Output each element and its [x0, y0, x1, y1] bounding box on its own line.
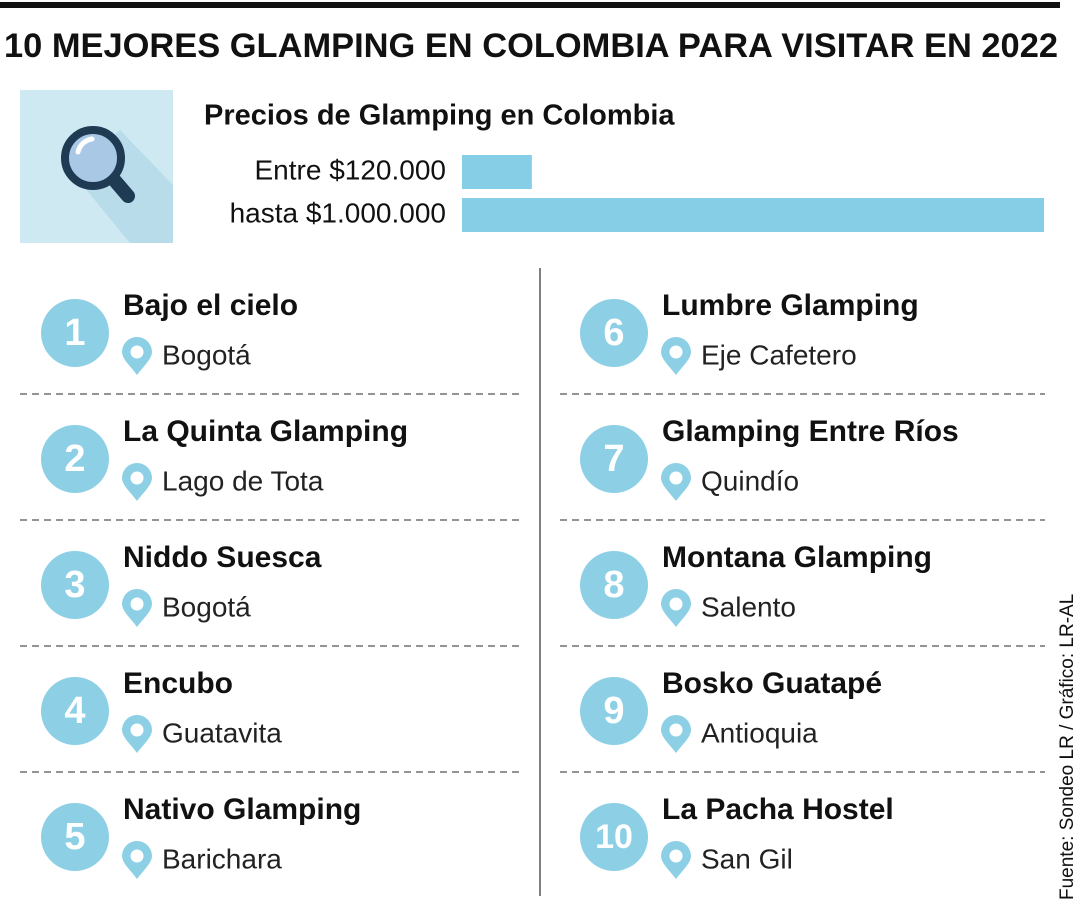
- pin-hole: [130, 597, 144, 611]
- rank-number: 1: [64, 312, 85, 354]
- place-location: Antioquia: [701, 717, 818, 748]
- place-name: La Quinta Glamping: [123, 415, 408, 448]
- top-rule: [0, 2, 1060, 8]
- pin-hole: [130, 723, 144, 737]
- rank-number: 8: [603, 564, 624, 606]
- place-location: Salento: [701, 591, 796, 622]
- rank-badge: [41, 677, 109, 745]
- rank-badge: [580, 551, 648, 619]
- rank-badge: [580, 425, 648, 493]
- pin-hole: [130, 345, 144, 359]
- rank-badge: [580, 299, 648, 367]
- price-label: Entre $120.000: [255, 154, 447, 185]
- place-name: Nativo Glamping: [123, 793, 361, 826]
- rank-badge: [41, 425, 109, 493]
- place-location: Guatavita: [162, 717, 282, 748]
- rank-number: 10: [595, 818, 633, 856]
- pin-hole: [669, 723, 683, 737]
- place-location: Eje Cafetero: [701, 339, 857, 370]
- title: 10 MEJORES GLAMPING EN COLOMBIA PARA VIS…: [4, 27, 1058, 65]
- price-label: hasta $1.000.000: [230, 197, 446, 228]
- rank-number: 9: [603, 690, 624, 732]
- magnifier-icon: [20, 90, 173, 243]
- price-bar: [462, 155, 532, 189]
- source: Fuente: Sondeo LR / Gráfico: LR-AL: [1057, 594, 1078, 900]
- place-name: Encubo: [123, 667, 233, 700]
- place-name: Niddo Suesca: [123, 541, 322, 574]
- pin-hole: [130, 471, 144, 485]
- price-bar: [462, 198, 1044, 232]
- rank-badge: [580, 677, 648, 745]
- pin-hole: [669, 345, 683, 359]
- place-name: Bajo el cielo: [123, 289, 298, 322]
- place-name: La Pacha Hostel: [662, 793, 894, 826]
- place-location: San Gil: [701, 843, 793, 874]
- pin-hole: [669, 597, 683, 611]
- place-location: Bogotá: [162, 591, 251, 622]
- rank-number: 5: [64, 816, 85, 858]
- rank-number: 7: [603, 438, 624, 480]
- rank-number: 4: [64, 690, 85, 732]
- place-name: Bosko Guatapé: [662, 667, 882, 700]
- place-location: Bogotá: [162, 339, 251, 370]
- place-location: Barichara: [162, 843, 282, 874]
- rank-badge: [41, 551, 109, 619]
- rank-badge: [41, 803, 109, 871]
- rank-badge: [580, 803, 648, 871]
- place-location: Quindío: [701, 465, 799, 496]
- rank-number: 3: [64, 564, 85, 606]
- pin-hole: [669, 849, 683, 863]
- rank-number: 2: [64, 438, 85, 480]
- rank-number: 6: [603, 312, 624, 354]
- rank-badge: [41, 299, 109, 367]
- place-name: Glamping Entre Ríos: [662, 415, 959, 448]
- place-location: Lago de Tota: [162, 465, 324, 496]
- place-name: Lumbre Glamping: [662, 289, 919, 322]
- place-name: Montana Glamping: [662, 541, 932, 574]
- pin-hole: [130, 849, 144, 863]
- pin-hole: [669, 471, 683, 485]
- prices-title: Precios de Glamping en Colombia: [204, 100, 675, 132]
